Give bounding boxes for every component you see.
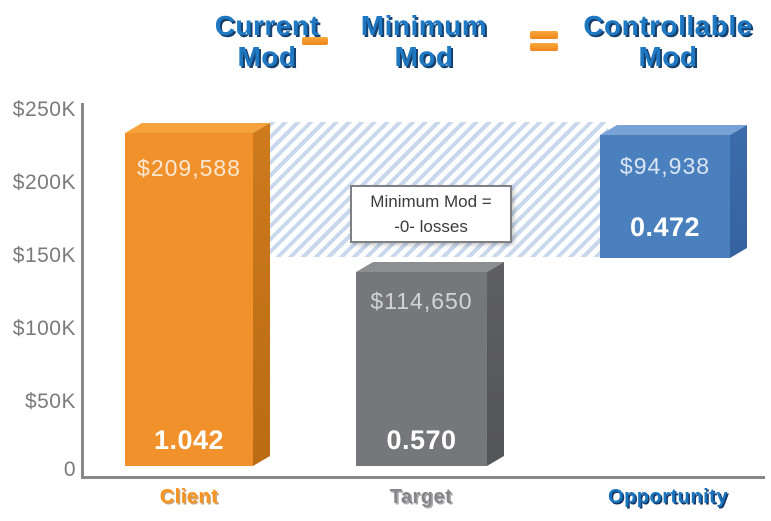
client-mod-label: 1.042 — [153, 425, 225, 455]
minus-icon — [302, 37, 328, 45]
category-label-opportunity: Opportunity — [608, 486, 728, 508]
category-label-target: Target — [389, 486, 453, 508]
bar-opportunity-front-face: $94,938 0.472 — [600, 135, 730, 258]
bar-target-front-face: $114,650 0.570 — [356, 272, 487, 466]
y-tick-50k: $50K — [24, 390, 76, 413]
minimum-mod-title: Minimum Mod — [360, 10, 488, 72]
bar-client-side-face — [253, 123, 270, 466]
controllable-mod-title: Controllable Mod — [583, 10, 753, 72]
y-tick-200k: $200K — [12, 171, 76, 194]
annotation-line-1: Minimum Mod = — [370, 192, 492, 211]
target-mod-label: 0.570 — [386, 425, 457, 455]
bar-client-top-face — [125, 123, 270, 133]
bar-target-top-face — [356, 262, 504, 272]
opportunity-mod-label: 0.472 — [629, 212, 701, 242]
bar-client: $209,588 1.042 — [125, 123, 270, 466]
client-value-label: $209,588 — [137, 155, 241, 181]
target-value-label: $114,650 — [370, 288, 473, 314]
annotation-line-2: -0- losses — [394, 217, 468, 236]
y-tick-0: 0 — [63, 458, 76, 481]
y-tick-100k: $100K — [12, 317, 76, 340]
y-axis-line — [81, 103, 84, 477]
current-mod-title: Current Mod — [214, 10, 320, 72]
x-axis-line — [81, 476, 765, 479]
bar-opportunity-side-face — [730, 125, 747, 258]
category-label-client: Client — [159, 486, 219, 508]
y-tick-150k: $150K — [12, 244, 76, 267]
bar-target: $114,650 0.570 — [356, 262, 504, 466]
minimum-mod-annotation-box: Minimum Mod = -0- losses — [350, 185, 512, 243]
bar-opportunity-top-face — [600, 125, 747, 135]
bar-opportunity: $94,938 0.472 — [600, 125, 747, 258]
bar-client-front-face: $209,588 1.042 — [125, 133, 253, 466]
y-tick-250k: $250K — [12, 98, 76, 121]
bar-target-side-face — [487, 262, 504, 466]
opportunity-value-label: $94,938 — [619, 153, 711, 179]
